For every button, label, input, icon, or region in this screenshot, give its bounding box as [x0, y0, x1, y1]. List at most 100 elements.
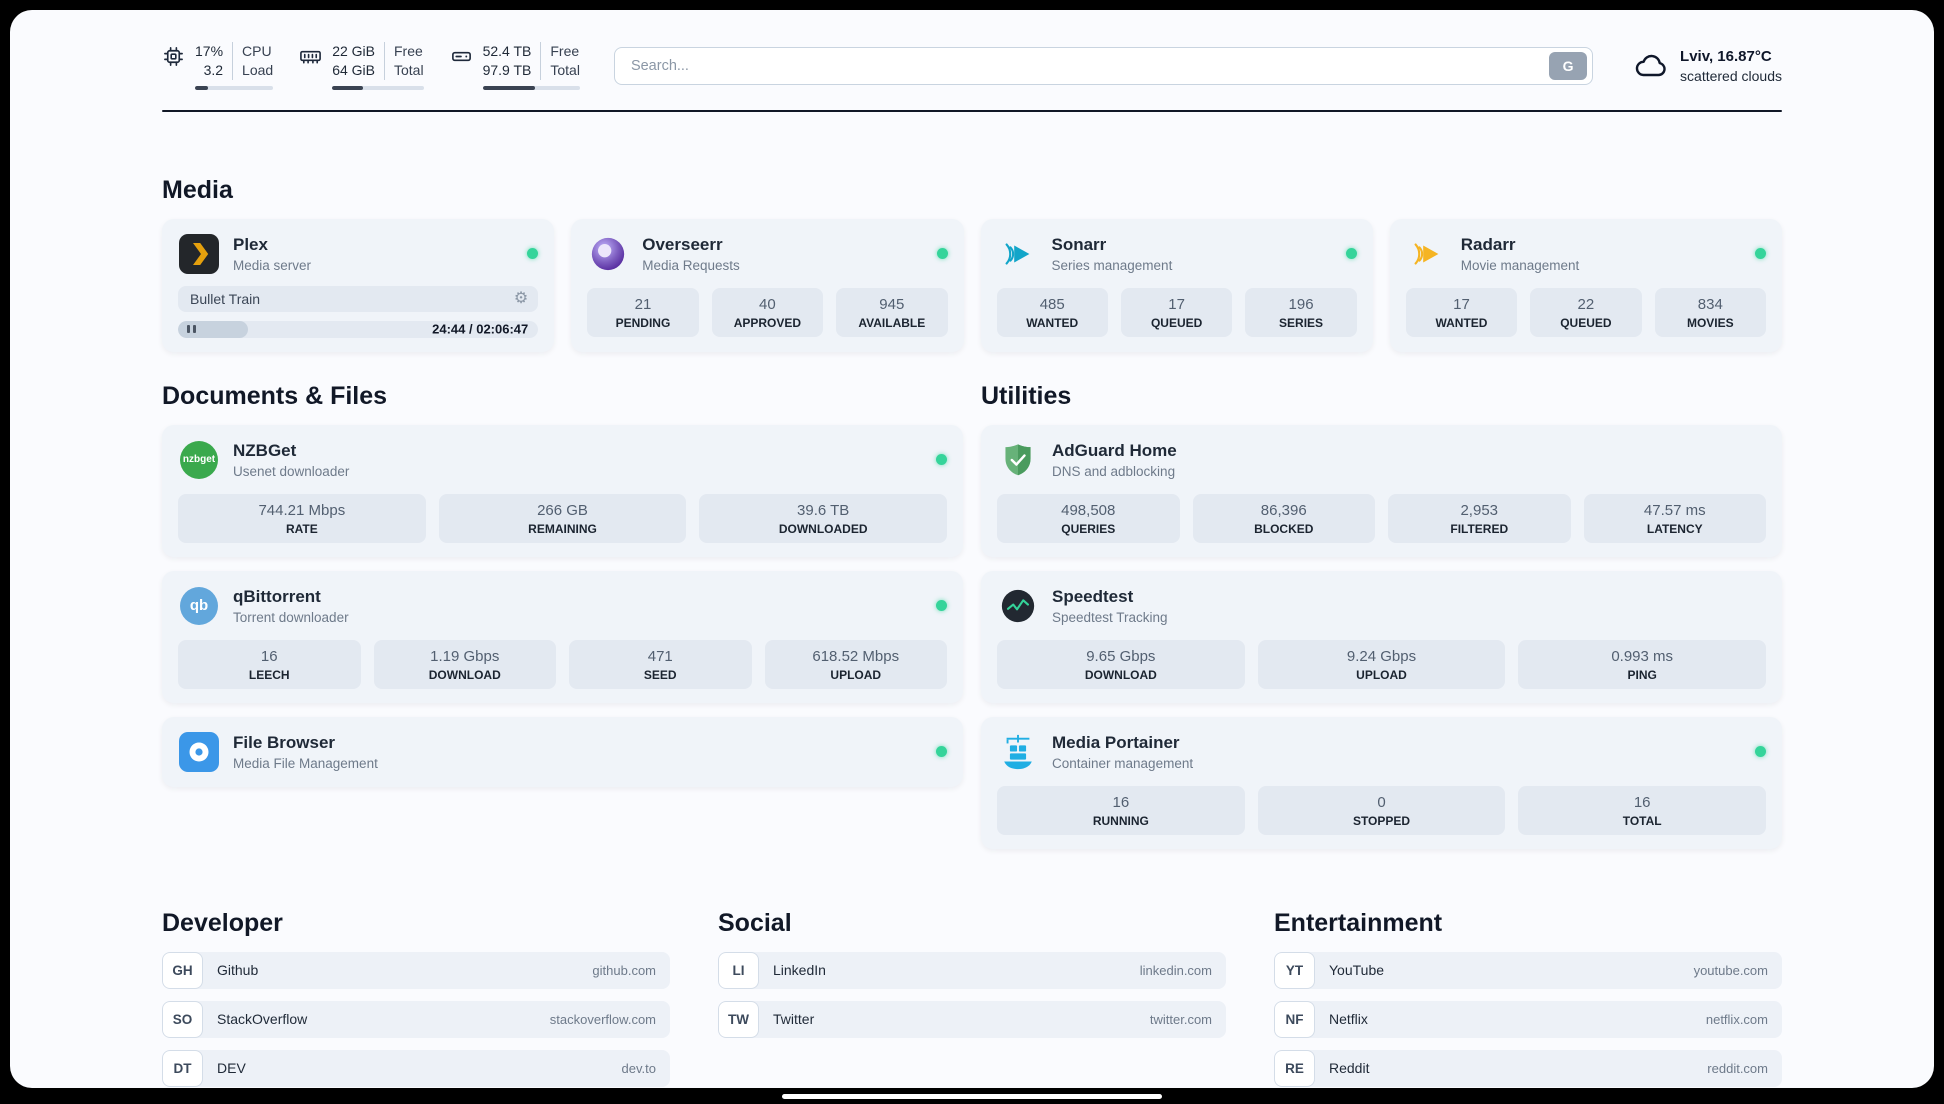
bookmark-abbr: TW [718, 1000, 759, 1038]
bookmark-netflix[interactable]: NF Netflix netflix.com [1274, 1000, 1782, 1038]
stat-box: 498,508 QUERIES [997, 493, 1180, 543]
adguard-icon [997, 439, 1039, 481]
stat-label: REMAINING [528, 521, 597, 536]
service-name: Plex [233, 234, 268, 254]
stat-value: 945 [879, 295, 905, 313]
playback-progress[interactable]: 24:44 / 02:06:47 [178, 320, 539, 338]
stat-box: 39.6 TB DOWNLOADED [699, 493, 948, 543]
stat-value: 2,953 [1460, 501, 1499, 519]
bookmark-dev[interactable]: DT DEV dev.to [162, 1049, 670, 1087]
cpu-percent: 17% [195, 43, 224, 59]
weather-condition: scattered clouds [1680, 67, 1782, 84]
stat-box: 744.21 Mbps RATE [178, 493, 426, 543]
stat-value: 1.19 Gbps [430, 647, 500, 665]
stat-box: 17 QUEUED [1120, 287, 1233, 337]
stat-value: 0 [1377, 793, 1386, 811]
bookmark-url: github.com [592, 962, 656, 978]
plex-icon [178, 233, 220, 275]
stat-label: DOWNLOAD [428, 667, 501, 682]
service-card-portainer[interactable]: Media Portainer Container management 16 … [981, 716, 1782, 849]
bookmark-name: YouTube [1329, 962, 1385, 979]
cpu-label: CPU [242, 43, 272, 59]
radarr-icon [1406, 233, 1448, 275]
stat-label: APPROVED [733, 315, 802, 330]
stat-value: 22 [1577, 295, 1595, 313]
stat-label: PENDING [615, 315, 671, 330]
status-dot [1345, 248, 1357, 260]
service-subtitle: Torrent downloader [233, 609, 349, 625]
header-divider [162, 109, 1782, 112]
stat-box: 40 APPROVED [711, 287, 824, 337]
stat-box: 0.993 ms PING [1518, 639, 1767, 689]
service-card-speedtest[interactable]: Speedtest Speedtest Tracking 9.65 Gbps D… [981, 570, 1782, 703]
stat-value: 39.6 TB [797, 501, 850, 519]
stat-box: 618.52 Mbps UPLOAD [764, 639, 947, 689]
stat-box: 196 SERIES [1245, 287, 1357, 337]
pause-icon [187, 325, 190, 334]
service-card-overseerr[interactable]: Overseerr Media Requests 21 PENDING 40 A… [571, 218, 964, 352]
service-card-nzbget[interactable]: nzbget NZBGet Usenet downloader 744.21 M… [162, 424, 963, 557]
stat-box: 9.65 Gbps DOWNLOAD [997, 639, 1245, 689]
cpu-progress-bar [195, 85, 274, 90]
bookmark-url: linkedin.com [1139, 962, 1212, 978]
service-name: AdGuard Home [1052, 440, 1177, 460]
stat-label: SERIES [1279, 315, 1324, 330]
metric-separator [232, 42, 234, 80]
bookmark-youtube[interactable]: YT YouTube youtube.com [1274, 951, 1782, 989]
cloud-icon [1633, 48, 1669, 84]
cpu-load-label: Load [242, 61, 274, 78]
stat-value: 86,396 [1260, 501, 1307, 519]
ram-free-label: Free [394, 43, 423, 59]
status-dot [936, 600, 947, 612]
stat-label: FILTERED [1450, 521, 1509, 536]
gear-icon[interactable]: ⚙ [513, 289, 529, 307]
stat-box: 17 WANTED [1405, 287, 1518, 337]
weather-location: Lviv, 16.87°C [1680, 47, 1772, 65]
bookmark-github[interactable]: GH Github github.com [162, 951, 670, 989]
bookmark-linkedin[interactable]: LI LinkedIn linkedin.com [718, 951, 1226, 989]
service-card-sonarr[interactable]: Sonarr Series management 485 WANTED 17 Q… [980, 218, 1373, 352]
ram-total: 64 GiB [332, 61, 375, 78]
overseerr-icon [587, 233, 629, 275]
service-card-qbittorrent[interactable]: qb qBittorrent Torrent downloader 16 LEE… [162, 570, 963, 703]
ram-icon [299, 45, 322, 68]
disk-total: 97.9 TB [482, 61, 532, 78]
status-dot [1755, 746, 1766, 758]
status-dot [1755, 248, 1766, 260]
service-card-filebrowser[interactable]: File Browser Media File Management [162, 716, 963, 787]
stat-box: 86,396 BLOCKED [1192, 493, 1375, 543]
ram-metric: 22 GiB 64 GiB Free Total [299, 42, 424, 90]
service-subtitle: Media server [233, 257, 312, 273]
stat-label: TOTAL [1622, 813, 1662, 828]
disk-metric: 52.4 TB 97.9 TB Free Total [450, 42, 580, 90]
stat-label: BLOCKED [1254, 521, 1314, 536]
disk-total-label: Total [550, 61, 580, 78]
service-card-plex[interactable]: Plex Media server Bullet Train ⚙ 24:44 /… [162, 218, 555, 352]
service-card-radarr[interactable]: Radarr Movie management 17 WANTED 22 QUE… [1389, 218, 1782, 352]
stat-label: LATENCY [1646, 521, 1703, 536]
playback-time: 24:44 / 02:06:47 [432, 321, 529, 337]
stat-value: 9.24 Gbps [1346, 647, 1417, 665]
service-name: qBittorrent [233, 586, 321, 606]
stat-box: 945 AVAILABLE [836, 287, 948, 337]
disk-free: 52.4 TB [482, 43, 532, 59]
bookmark-twitter[interactable]: TW Twitter twitter.com [718, 1000, 1226, 1038]
bookmark-reddit[interactable]: RE Reddit reddit.com [1274, 1049, 1782, 1087]
stat-value: 16 [260, 647, 278, 665]
search-engine-button[interactable]: G [1549, 51, 1588, 80]
bookmark-abbr: RE [1274, 1049, 1315, 1087]
bookmark-name: LinkedIn [773, 962, 826, 979]
search-input[interactable] [628, 56, 1550, 75]
bookmark-name: Github [217, 962, 259, 979]
service-name: NZBGet [233, 440, 297, 460]
dashboard-surface: 17% 3.2 CPU Load [10, 10, 1934, 1088]
section-title-utilities: Utilities [981, 381, 1072, 410]
service-subtitle: Container management [1052, 755, 1194, 771]
bookmark-abbr: LI [718, 951, 759, 989]
stat-value: 834 [1697, 295, 1723, 313]
bookmark-stackoverflow[interactable]: SO StackOverflow stackoverflow.com [162, 1000, 670, 1038]
stat-value: 16 [1633, 793, 1651, 811]
service-card-adguard[interactable]: AdGuard Home DNS and adblocking 498,508 … [981, 424, 1782, 557]
ram-free: 22 GiB [332, 43, 375, 59]
